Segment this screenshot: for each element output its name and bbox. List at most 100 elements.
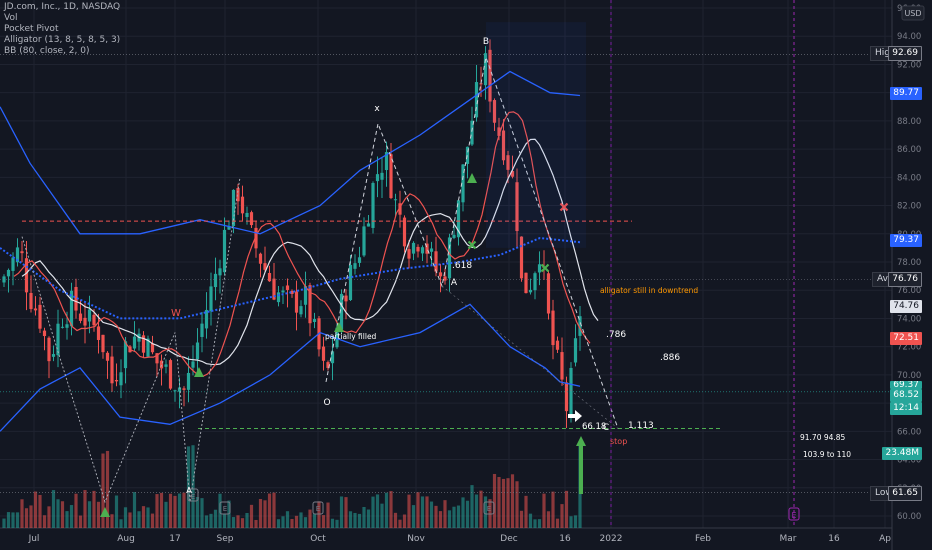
candle-body — [272, 278, 276, 300]
volume-bar — [560, 504, 564, 528]
volume-bar — [222, 514, 227, 528]
volume-tag: 23.48M — [882, 447, 922, 460]
time-tick-label: Sep — [217, 534, 234, 544]
volume-bar — [497, 477, 501, 528]
candle-body — [497, 127, 501, 136]
price-tick-label: 86.00 — [897, 145, 921, 155]
candle-body — [227, 226, 231, 230]
w-pattern-line — [21, 177, 241, 504]
price-tick-label: 64.00 — [897, 456, 921, 466]
volume-bar — [236, 515, 240, 528]
legend-alligator[interactable]: Alligator (13, 8, 5, 8, 5, 3) — [4, 35, 121, 45]
candle-body — [74, 286, 78, 311]
volume-bar — [366, 509, 371, 528]
volume-bar — [425, 496, 429, 528]
volume-bar — [479, 490, 483, 528]
label-a-low: A — [186, 486, 192, 495]
label-stop: stop — [610, 437, 627, 446]
volume-bar — [470, 485, 474, 528]
upper-bb-tag: 89.77 — [890, 87, 922, 100]
candle-body — [11, 257, 15, 271]
volume-bar — [150, 513, 155, 528]
volume-bar — [537, 519, 542, 528]
volume-bar — [105, 450, 110, 528]
candle-body — [47, 337, 51, 362]
candle-body — [294, 291, 299, 313]
low-tag: 61.65 — [888, 486, 922, 501]
legend-symbol[interactable]: JD.com, Inc., 1D, NASDAQ — [4, 2, 121, 12]
volume-bar — [308, 509, 312, 528]
candle-body — [344, 295, 348, 302]
candle-body — [546, 273, 551, 314]
volume-bar — [555, 518, 560, 528]
volume-bar — [402, 514, 407, 528]
volume-bar — [42, 515, 47, 528]
candle-body — [411, 242, 416, 254]
price-tick-label: 78.00 — [897, 258, 921, 268]
candle-body — [236, 188, 240, 202]
volume-bar — [249, 504, 254, 528]
candle-body — [461, 164, 465, 203]
volume-bar — [20, 499, 24, 528]
time-tick-label: Jul — [28, 534, 40, 544]
volume-bar — [389, 491, 393, 528]
legend-bb[interactable]: BB (80, close, 2, 0) — [4, 46, 90, 56]
candle-body — [200, 323, 204, 337]
candle-body — [524, 272, 528, 294]
volume-bar — [195, 496, 200, 528]
earnings-e-label: E — [487, 505, 491, 513]
currency-badge[interactable] — [901, 5, 925, 21]
volume-bar — [110, 514, 114, 528]
candle-body — [173, 390, 177, 392]
buy-arrow-head — [576, 436, 586, 446]
volume-bar — [573, 515, 578, 528]
volume-bar — [510, 474, 515, 528]
candle-body — [155, 353, 159, 364]
volume-bar — [429, 501, 434, 528]
volume-bar — [87, 501, 92, 528]
candle-body — [254, 227, 258, 249]
candle-body — [416, 246, 420, 252]
candle-body — [569, 367, 573, 417]
time-tick-label: Feb — [695, 534, 711, 544]
volume-bar — [330, 518, 335, 528]
volume-bar — [407, 494, 411, 528]
candle-body — [420, 247, 425, 254]
volume-bar — [47, 506, 51, 528]
candle-body — [218, 268, 222, 276]
volume-bar — [474, 494, 479, 528]
volume-bar — [528, 513, 533, 528]
volume-bar — [371, 496, 375, 528]
volume-bar — [92, 490, 96, 528]
legend-vol[interactable]: Vol — [4, 13, 18, 23]
volume-bar — [141, 506, 146, 528]
volume-bar — [551, 491, 555, 528]
volume-bar — [542, 493, 546, 528]
candle-body — [114, 379, 119, 382]
legend-pocket-pivot[interactable]: Pocket Pivot — [4, 24, 59, 34]
volume-bar — [231, 517, 236, 528]
volume-bar — [258, 498, 263, 528]
candle-body — [506, 155, 510, 170]
candle-body — [132, 336, 137, 349]
label-partially-filled: partially filled — [325, 332, 377, 341]
candle-body — [209, 286, 213, 312]
volume-bar — [411, 505, 416, 528]
candle-body — [555, 340, 560, 350]
earnings-e-label: E — [791, 511, 796, 520]
volume-bar — [11, 512, 15, 528]
label-a: A — [451, 278, 458, 288]
volume-bar — [33, 491, 38, 528]
price-tick-label: 60.00 — [897, 512, 921, 522]
white-line-tag: 74.76 — [890, 300, 922, 313]
volume-bar — [348, 511, 353, 528]
volume-bar — [285, 511, 290, 528]
volume-bar — [483, 496, 488, 528]
volume-bar — [245, 512, 249, 528]
candle-body — [533, 273, 537, 291]
earnings-e-label: E — [223, 505, 227, 513]
price-tick-label: 92.00 — [897, 60, 921, 70]
candle-body — [186, 372, 191, 390]
